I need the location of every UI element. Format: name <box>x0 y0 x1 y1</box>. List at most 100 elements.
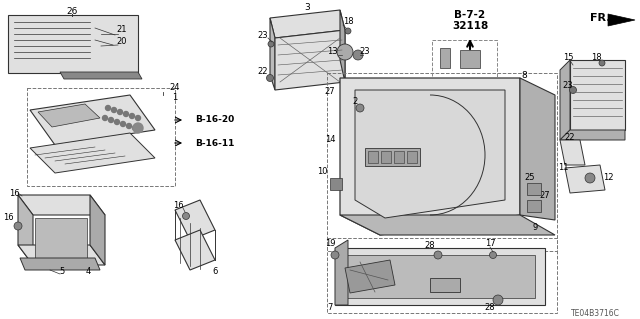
Polygon shape <box>330 178 342 190</box>
Circle shape <box>109 117 113 122</box>
Polygon shape <box>440 48 450 68</box>
Polygon shape <box>340 215 555 235</box>
Polygon shape <box>608 14 635 26</box>
Text: 13: 13 <box>326 48 337 56</box>
Text: 22: 22 <box>258 68 268 77</box>
Circle shape <box>102 115 108 121</box>
Polygon shape <box>565 165 605 193</box>
Polygon shape <box>560 140 585 165</box>
Text: 18: 18 <box>591 53 602 62</box>
Text: 9: 9 <box>532 224 538 233</box>
Text: 26: 26 <box>67 6 77 16</box>
Circle shape <box>599 60 605 66</box>
Text: 19: 19 <box>324 240 335 249</box>
Text: 16: 16 <box>3 213 13 222</box>
Circle shape <box>570 86 577 93</box>
Text: 32118: 32118 <box>452 21 488 31</box>
Polygon shape <box>18 195 33 265</box>
Bar <box>327 238 557 313</box>
Polygon shape <box>430 278 460 292</box>
Polygon shape <box>340 255 535 298</box>
Polygon shape <box>355 90 505 218</box>
Circle shape <box>585 173 595 183</box>
Circle shape <box>353 50 363 60</box>
Polygon shape <box>340 78 520 235</box>
Circle shape <box>129 114 134 118</box>
Polygon shape <box>275 30 345 90</box>
Text: 21: 21 <box>116 26 127 34</box>
Text: 17: 17 <box>484 240 495 249</box>
Polygon shape <box>270 18 275 90</box>
Circle shape <box>266 75 273 81</box>
Text: 23: 23 <box>258 31 268 40</box>
Text: 2: 2 <box>353 98 358 107</box>
Circle shape <box>493 295 503 305</box>
Bar <box>527 183 541 195</box>
Polygon shape <box>335 240 348 305</box>
Text: 24: 24 <box>170 84 180 93</box>
Polygon shape <box>270 10 345 38</box>
Text: 1: 1 <box>172 93 178 101</box>
Text: B-16-11: B-16-11 <box>195 138 235 147</box>
Polygon shape <box>30 133 155 173</box>
Text: 22: 22 <box>564 133 575 143</box>
Text: B-7-2: B-7-2 <box>454 10 486 20</box>
Text: 15: 15 <box>563 54 573 63</box>
Text: 6: 6 <box>212 268 218 277</box>
Circle shape <box>118 109 122 115</box>
Polygon shape <box>18 195 105 215</box>
Bar <box>368 151 378 163</box>
Bar <box>432 40 497 78</box>
Text: 10: 10 <box>317 167 327 176</box>
Polygon shape <box>18 245 105 265</box>
Text: 28: 28 <box>425 241 435 250</box>
Text: 14: 14 <box>324 136 335 145</box>
Text: B-16-20: B-16-20 <box>195 115 235 124</box>
Text: 8: 8 <box>521 70 527 79</box>
Circle shape <box>124 112 129 116</box>
Text: 16: 16 <box>9 189 19 197</box>
Bar <box>407 151 417 163</box>
Text: 23: 23 <box>360 48 371 56</box>
Polygon shape <box>20 258 100 270</box>
Bar <box>27 88 175 186</box>
Text: 7: 7 <box>327 303 333 313</box>
Circle shape <box>132 125 138 130</box>
Text: 16: 16 <box>173 201 183 210</box>
Text: 18: 18 <box>342 18 353 26</box>
Bar <box>381 151 391 163</box>
Text: 27: 27 <box>540 190 550 199</box>
Bar <box>527 200 541 212</box>
Circle shape <box>268 41 274 47</box>
Circle shape <box>182 212 189 219</box>
Polygon shape <box>60 72 142 79</box>
Polygon shape <box>30 95 155 145</box>
Circle shape <box>331 251 339 259</box>
Text: 11: 11 <box>557 164 568 173</box>
Polygon shape <box>345 260 395 293</box>
Text: FR.: FR. <box>589 13 611 23</box>
Circle shape <box>127 123 131 129</box>
Polygon shape <box>38 104 100 127</box>
Bar <box>365 148 420 166</box>
Text: 3: 3 <box>304 3 310 11</box>
Circle shape <box>133 123 143 133</box>
Polygon shape <box>560 60 570 140</box>
Polygon shape <box>90 195 105 265</box>
Text: 20: 20 <box>116 38 127 47</box>
Text: 23: 23 <box>563 80 573 90</box>
Circle shape <box>120 122 125 127</box>
Text: 25: 25 <box>525 174 535 182</box>
Text: 28: 28 <box>484 303 495 313</box>
Polygon shape <box>460 50 480 68</box>
Circle shape <box>337 44 353 60</box>
Bar <box>35 218 87 260</box>
Circle shape <box>356 104 364 112</box>
Text: 12: 12 <box>603 174 613 182</box>
Bar <box>8 15 138 73</box>
Circle shape <box>490 251 497 258</box>
Polygon shape <box>340 10 345 82</box>
Text: 27: 27 <box>324 87 335 97</box>
Text: 5: 5 <box>60 266 65 276</box>
Polygon shape <box>175 230 215 270</box>
